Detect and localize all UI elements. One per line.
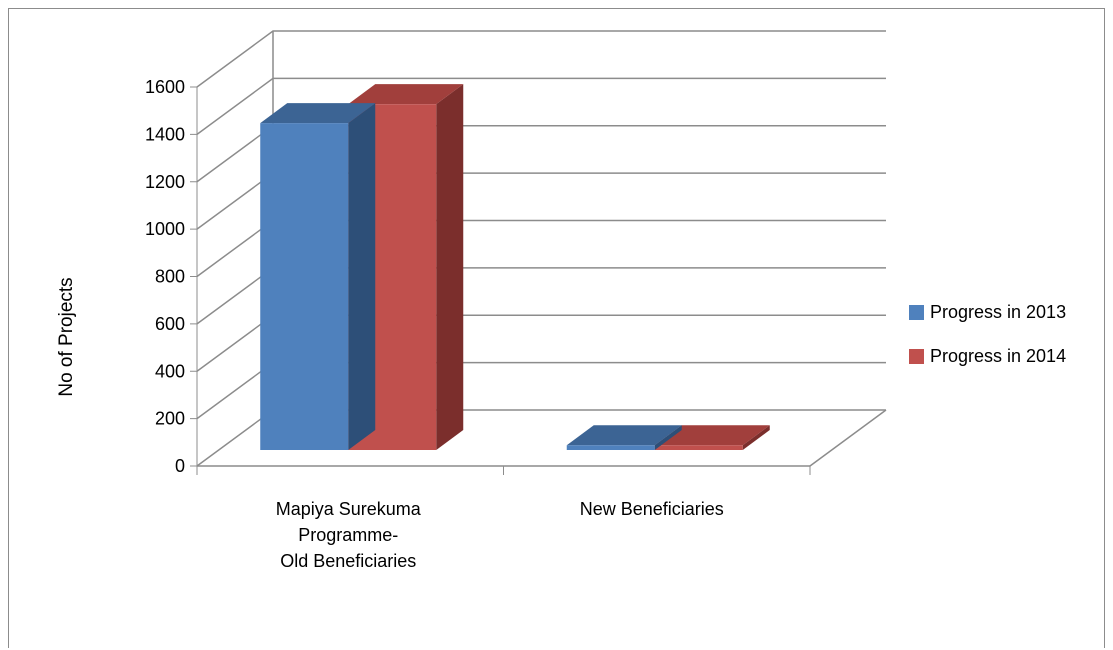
bar-front: [260, 123, 349, 451]
y-tick-label: 200: [155, 409, 185, 429]
y-tick-label: 1000: [145, 219, 185, 239]
gridline: [196, 77, 886, 135]
bar-side: [436, 84, 464, 450]
bar-front: [654, 445, 743, 450]
bar-top: [260, 103, 376, 124]
y-tick-label: 1600: [145, 77, 185, 97]
legend-label: Progress in 2013: [930, 302, 1066, 322]
floor-right-edge: [809, 409, 887, 467]
y-tick-label: 0: [175, 456, 185, 476]
y-tick-label: 400: [155, 361, 185, 381]
category-label: New Beneficiaries: [580, 499, 724, 519]
legend: Progress in 2013 Progress in 2014: [909, 302, 1066, 366]
y-tick-labels: 0 200 400 600 800 1000 1200 1400 1600: [145, 77, 197, 476]
y-axis-label: No of Projects: [56, 277, 77, 396]
bars: [260, 84, 770, 451]
y-tick-label: 600: [155, 314, 185, 334]
bar-side: [742, 425, 770, 450]
bar: [654, 425, 770, 450]
bar-side: [348, 103, 376, 451]
legend-swatch: [909, 305, 924, 320]
bar-top: [654, 425, 770, 446]
legend-label: Progress in 2014: [930, 346, 1066, 366]
bar-side: [654, 425, 682, 450]
x-axis: [196, 466, 811, 475]
bar-front: [566, 445, 655, 450]
y-tick-label: 1400: [145, 124, 185, 144]
gridline: [196, 30, 886, 88]
chart-frame: [8, 8, 1105, 648]
legend-swatch: [909, 349, 924, 364]
bar-top: [566, 425, 682, 446]
y-tick-label: 1200: [145, 172, 185, 192]
bar-top: [348, 84, 464, 105]
category-labels: Mapiya Surekuma Programme-Old Beneficiari…: [276, 499, 724, 571]
bar: [566, 425, 682, 450]
bar: [260, 103, 376, 451]
category-label: Mapiya Surekuma Programme-Old Beneficiari…: [276, 499, 422, 571]
y-tick-label: 800: [155, 267, 185, 287]
